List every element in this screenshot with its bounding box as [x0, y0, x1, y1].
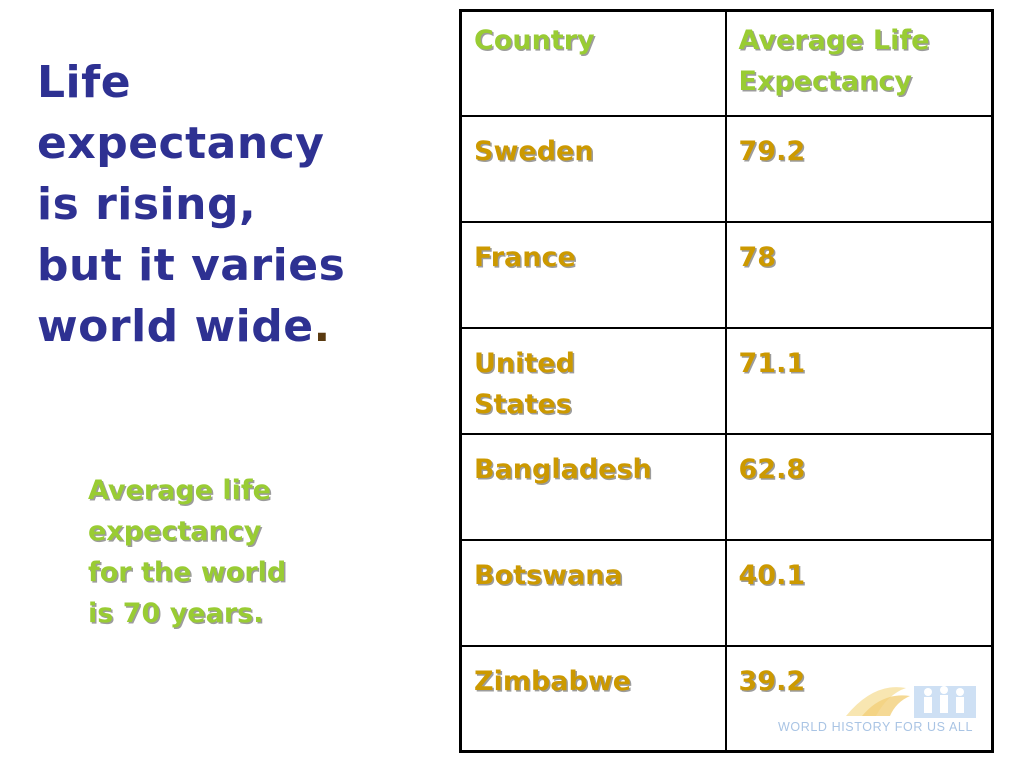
header-life-line: Expectancy: [738, 66, 912, 97]
title-line: world wide.: [37, 296, 427, 357]
table-row: Botswana 40.1: [459, 538, 994, 647]
country-cell: Botswana: [459, 538, 727, 647]
country-cell: Bangladesh: [459, 432, 727, 541]
country-line: United: [474, 347, 575, 379]
country-cell: France: [459, 220, 727, 329]
country-line: States: [474, 388, 572, 420]
title-line: but it varies: [37, 240, 346, 291]
country-cell: Zimbabwe: [459, 644, 727, 753]
logo-graphic-icon: [846, 686, 976, 718]
life-expectancy-table: Country Average Life Expectancy Sweden 79…: [459, 9, 994, 753]
title-line: Life: [37, 57, 132, 108]
world-history-logo: WORLD HISTORY FOR US ALL: [778, 676, 980, 734]
table-row: Sweden 79.2: [459, 114, 994, 223]
note-line: for the world: [88, 557, 287, 588]
country-cell: United States: [459, 326, 727, 435]
value-cell: 78: [724, 220, 994, 329]
note-line: expectancy: [88, 516, 262, 547]
table-header-row: Country Average Life Expectancy: [459, 9, 994, 117]
value-cell: 71.1: [724, 326, 994, 435]
value-cell: 40.1: [724, 538, 994, 647]
header-life-expectancy: Average Life Expectancy: [724, 9, 994, 117]
title-period: .: [313, 301, 331, 352]
value-cell: 62.8: [724, 432, 994, 541]
value-cell: 79.2: [724, 114, 994, 223]
header-country: Country: [459, 9, 727, 117]
world-average-note: Average life expectancy for the world is…: [88, 470, 378, 634]
title-line: is rising,: [37, 179, 257, 230]
table-row: France 78: [459, 220, 994, 329]
logo-text: WORLD HISTORY FOR US ALL: [778, 720, 974, 734]
table-row: Bangladesh 62.8: [459, 432, 994, 541]
title-line: expectancy: [37, 118, 325, 169]
slide-title: Life expectancy is rising, but it varies…: [37, 52, 427, 357]
note-line: is 70 years.: [88, 598, 264, 629]
title-line-text: world wide: [37, 301, 314, 352]
note-line: Average life: [88, 475, 271, 506]
header-life-line: Average Life: [738, 25, 930, 56]
table-row: United States 71.1: [459, 326, 994, 435]
country-cell: Sweden: [459, 114, 727, 223]
